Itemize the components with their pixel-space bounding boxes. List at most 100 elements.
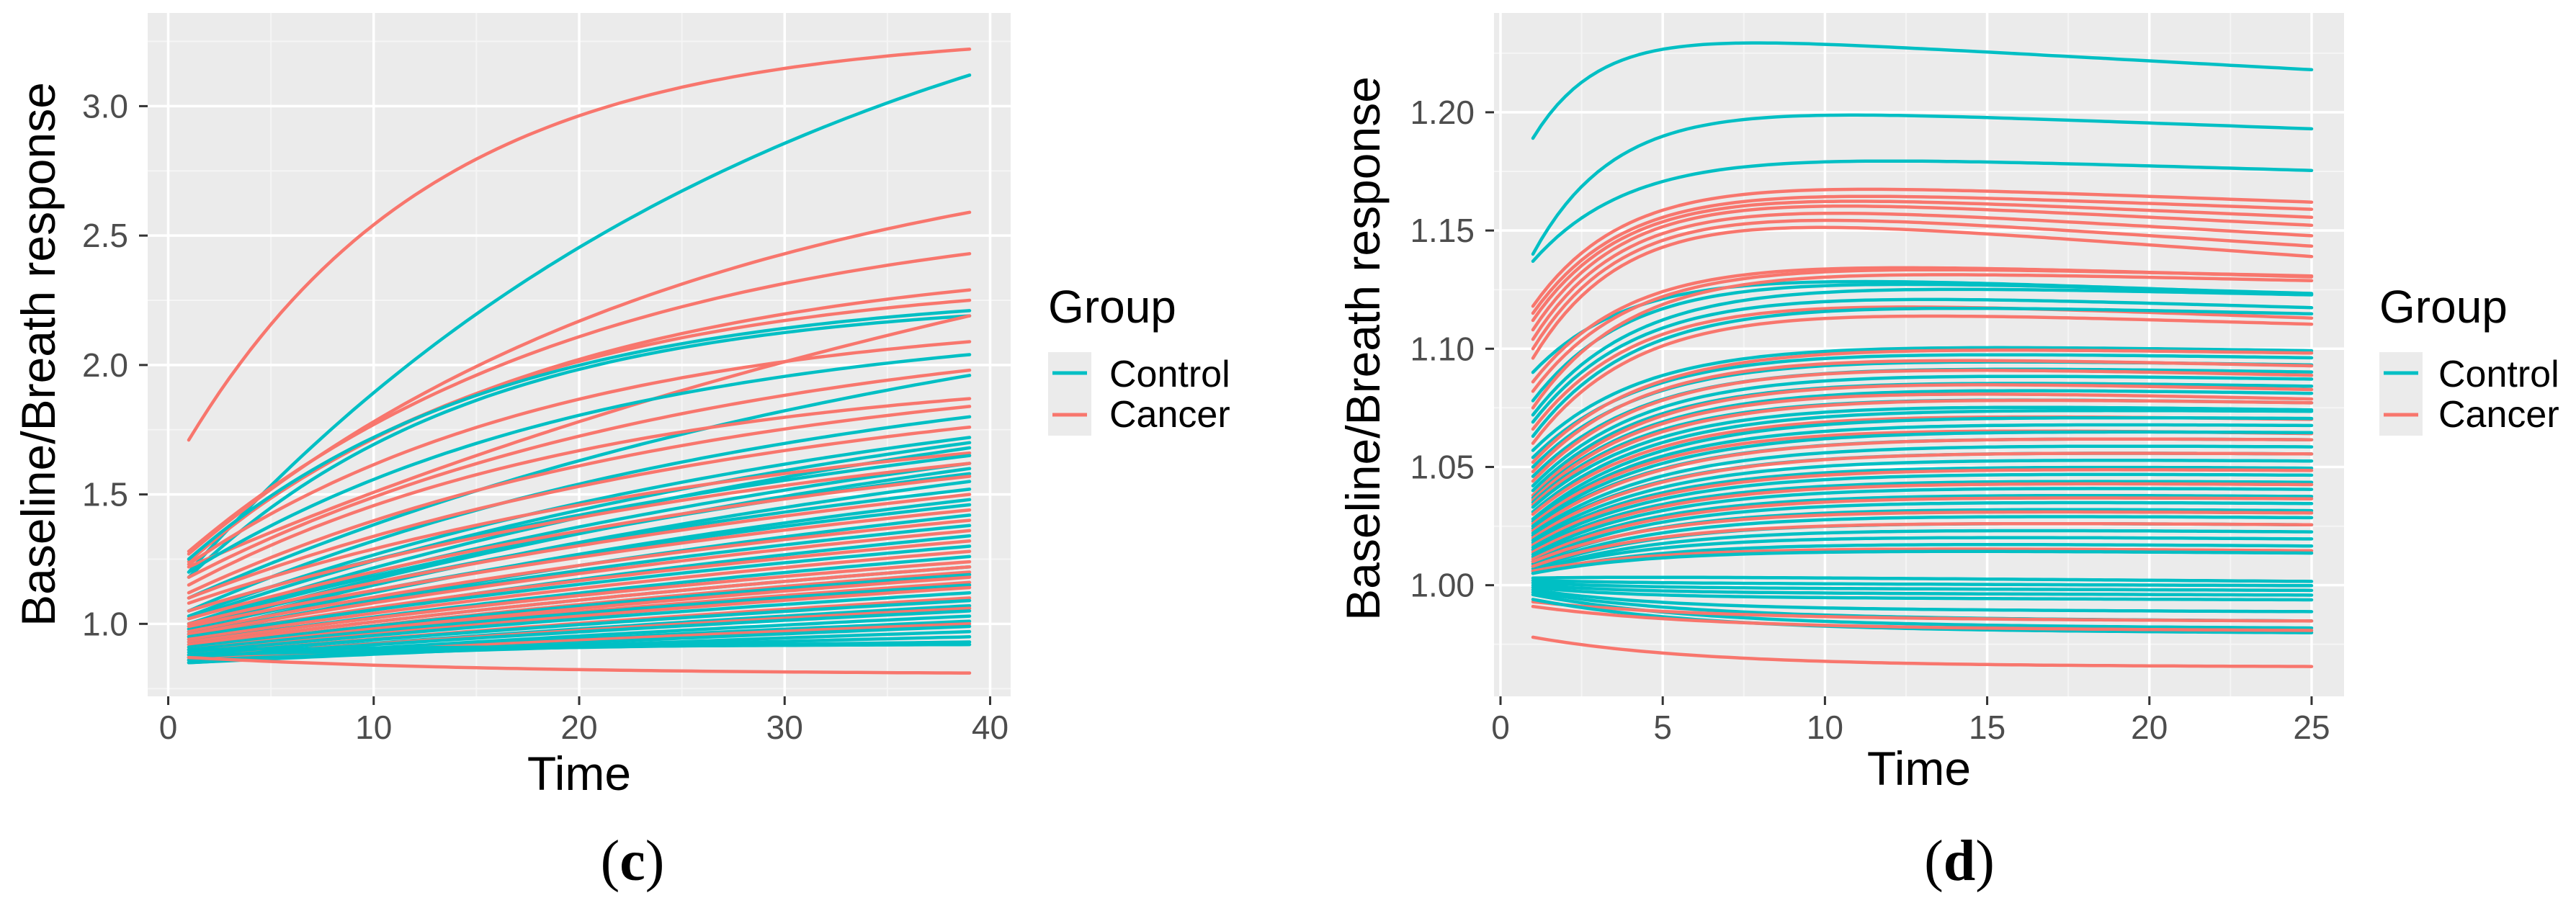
gridlines <box>148 13 1011 696</box>
series-line-control <box>1531 581 2314 593</box>
panel-letter: d <box>1944 830 1976 893</box>
series-line-control <box>1531 459 2314 542</box>
series-line-control <box>187 572 972 649</box>
y-tick-label: 2.0 <box>82 346 128 384</box>
series-line-cancer <box>1531 359 2314 474</box>
series-line-control <box>1531 287 2314 417</box>
series-line-cancer <box>187 508 972 629</box>
chart-panel-c: 0 10 20 30 40 1.0 1.5 2.0 2.5 3.0 Time B… <box>12 13 1230 893</box>
panel-letter: c <box>620 830 645 893</box>
series-line-cancer <box>187 549 972 642</box>
series-line-control <box>1531 549 2314 575</box>
series-line-cancer <box>187 368 972 579</box>
series-line-cancer <box>187 462 972 613</box>
series-line-cancer <box>187 655 972 675</box>
series-line-control <box>1531 282 2314 403</box>
series-line-control <box>187 462 972 626</box>
x-tick-label: 5 <box>1653 709 1672 746</box>
series-lines <box>187 48 972 675</box>
x-tick-label: 25 <box>2293 709 2330 746</box>
series-line-cancer <box>187 314 972 569</box>
series-line-control <box>1531 346 2314 452</box>
legend-label-cancer: Cancer <box>2438 394 2559 436</box>
legend-label-control: Control <box>2438 354 2559 395</box>
series-line-control <box>1531 159 2314 264</box>
series-line-cancer <box>1531 398 2314 507</box>
series-line-control <box>187 598 972 657</box>
series-line-control <box>1531 472 2314 549</box>
series-line-control <box>1531 415 2314 521</box>
series-line-cancer <box>1531 314 2314 445</box>
series-line-cancer <box>1531 547 2314 573</box>
x-tick-label: 20 <box>2131 709 2168 746</box>
series-line-cancer <box>1531 437 2314 533</box>
y-tick-label: 1.05 <box>1410 448 1475 485</box>
panel-label-c: (c) <box>601 830 665 893</box>
series-line-control <box>1531 543 2314 575</box>
series-line-control <box>1531 444 2314 535</box>
series-line-cancer <box>1531 482 2314 554</box>
y-tick-label: 1.10 <box>1410 330 1475 367</box>
y-axis-title: Baseline/Breath response <box>12 82 65 626</box>
x-tick-label: 0 <box>1491 709 1510 746</box>
series-line-control <box>1531 515 2314 568</box>
series-line-control <box>1531 374 2314 488</box>
series-line-cancer <box>1531 349 2314 464</box>
y-tick-label: 3.0 <box>82 87 128 125</box>
series-line-control <box>1531 588 2314 614</box>
x-tick-label: 15 <box>1969 709 2005 746</box>
series-line-cancer <box>187 529 972 636</box>
series-line-cancer <box>187 560 972 644</box>
series-line-cancer <box>1531 468 2314 547</box>
series-line-cancer <box>1531 510 2314 564</box>
axis-ticks <box>1485 111 2313 705</box>
series-line-cancer <box>187 252 972 553</box>
chart-panel-d: 0 5 10 15 20 25 1.00 1.05 1.10 1.15 1.20… <box>1336 13 2559 893</box>
x-tick-label: 10 <box>355 709 392 746</box>
y-tick-label: 1.00 <box>1410 567 1475 604</box>
series-line-cancer <box>1531 225 2314 360</box>
series-line-cancer <box>1531 600 2314 623</box>
x-axis-title: Time <box>1867 742 1971 795</box>
series-line-control <box>187 314 972 579</box>
series-line-cancer <box>1531 273 2314 410</box>
series-line-cancer <box>1531 496 2314 561</box>
series-line-cancer <box>1531 187 2314 308</box>
series-line-control <box>1531 583 2314 597</box>
y-axis-title: Baseline/Breath response <box>1336 76 1390 621</box>
series-line-control <box>1531 493 2314 559</box>
series-line-cancer <box>187 565 972 647</box>
x-tick-label: 30 <box>766 709 803 746</box>
series-line-control <box>1531 41 2314 140</box>
legend-label-cancer: Cancer <box>1109 394 1230 436</box>
series-line-cancer <box>1531 268 2314 393</box>
x-tick-label: 40 <box>972 709 1009 746</box>
panel-label-d: (d) <box>1924 830 1995 893</box>
series-line-cancer <box>187 340 972 566</box>
series-line-cancer <box>1531 383 2314 498</box>
series-line-control <box>1531 536 2314 573</box>
legend-title: Group <box>2379 281 2508 333</box>
series-line-cancer <box>187 475 972 621</box>
series-line-control <box>1531 529 2314 573</box>
series-line-control <box>1531 306 2314 439</box>
legend-title: Group <box>1048 281 1176 333</box>
y-tick-label: 1.15 <box>1410 212 1475 249</box>
series-line-cancer <box>1531 199 2314 323</box>
series-line-control <box>1531 389 2314 500</box>
series-line-cancer <box>1531 218 2314 351</box>
series-line-cancer <box>1531 604 2314 632</box>
series-line-control <box>187 642 972 652</box>
legend: Group Control Cancer <box>2379 281 2559 436</box>
series-line-control <box>1531 405 2314 509</box>
series-line-control <box>1531 500 2314 564</box>
series-line-control <box>1531 575 2314 583</box>
series-line-control <box>187 436 972 618</box>
x-tick-label: 10 <box>1807 709 1843 746</box>
series-line-cancer <box>1531 635 2314 668</box>
series-line-control <box>187 353 972 574</box>
series-line-control <box>187 583 972 652</box>
series-line-cancer <box>1531 205 2314 332</box>
y-tick-label: 1.0 <box>82 605 128 642</box>
series-line-control <box>187 544 972 639</box>
